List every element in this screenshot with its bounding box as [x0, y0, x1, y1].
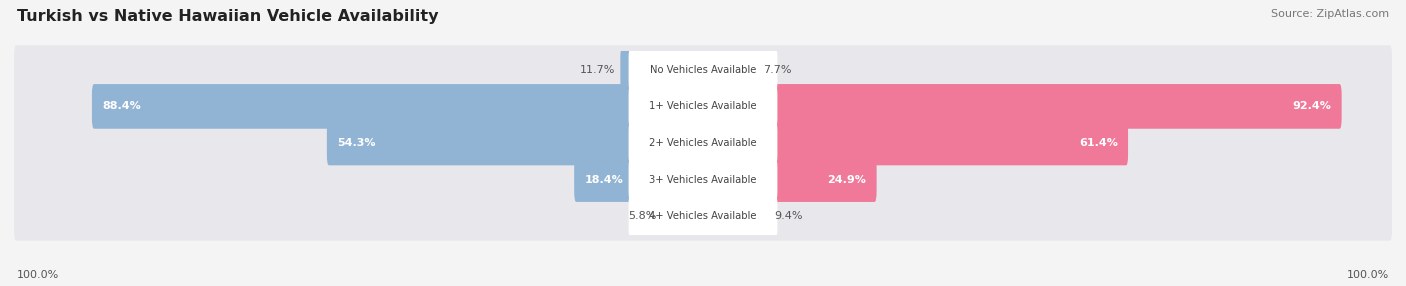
Text: 88.4%: 88.4%: [103, 102, 141, 111]
Text: 18.4%: 18.4%: [585, 175, 623, 184]
FancyBboxPatch shape: [628, 121, 778, 165]
FancyBboxPatch shape: [661, 194, 704, 239]
FancyBboxPatch shape: [628, 194, 778, 239]
Text: Turkish vs Native Hawaiian Vehicle Availability: Turkish vs Native Hawaiian Vehicle Avail…: [17, 9, 439, 23]
FancyBboxPatch shape: [14, 45, 1392, 94]
Text: 61.4%: 61.4%: [1078, 138, 1118, 148]
FancyBboxPatch shape: [628, 84, 778, 129]
Text: No Vehicles Available: No Vehicles Available: [650, 65, 756, 75]
Text: 2+ Vehicles Available: 2+ Vehicles Available: [650, 138, 756, 148]
Text: 100.0%: 100.0%: [1347, 270, 1389, 280]
FancyBboxPatch shape: [14, 118, 1392, 168]
Text: 54.3%: 54.3%: [337, 138, 375, 148]
Text: 3+ Vehicles Available: 3+ Vehicles Available: [650, 175, 756, 184]
Text: 1+ Vehicles Available: 1+ Vehicles Available: [650, 102, 756, 111]
Text: 11.7%: 11.7%: [581, 65, 616, 75]
FancyBboxPatch shape: [620, 47, 704, 92]
FancyBboxPatch shape: [702, 157, 876, 202]
FancyBboxPatch shape: [14, 155, 1392, 204]
Text: 5.8%: 5.8%: [627, 211, 657, 221]
Text: 7.7%: 7.7%: [763, 65, 792, 75]
FancyBboxPatch shape: [574, 157, 704, 202]
Text: 100.0%: 100.0%: [17, 270, 59, 280]
FancyBboxPatch shape: [91, 84, 704, 129]
Text: 4+ Vehicles Available: 4+ Vehicles Available: [650, 211, 756, 221]
FancyBboxPatch shape: [14, 192, 1392, 241]
Text: 92.4%: 92.4%: [1292, 102, 1331, 111]
FancyBboxPatch shape: [702, 194, 770, 239]
FancyBboxPatch shape: [628, 157, 778, 202]
FancyBboxPatch shape: [702, 47, 758, 92]
FancyBboxPatch shape: [702, 121, 1128, 165]
Text: 24.9%: 24.9%: [827, 175, 866, 184]
FancyBboxPatch shape: [628, 47, 778, 92]
FancyBboxPatch shape: [326, 121, 704, 165]
Text: Source: ZipAtlas.com: Source: ZipAtlas.com: [1271, 9, 1389, 19]
Text: 9.4%: 9.4%: [775, 211, 803, 221]
FancyBboxPatch shape: [702, 84, 1341, 129]
FancyBboxPatch shape: [14, 82, 1392, 131]
